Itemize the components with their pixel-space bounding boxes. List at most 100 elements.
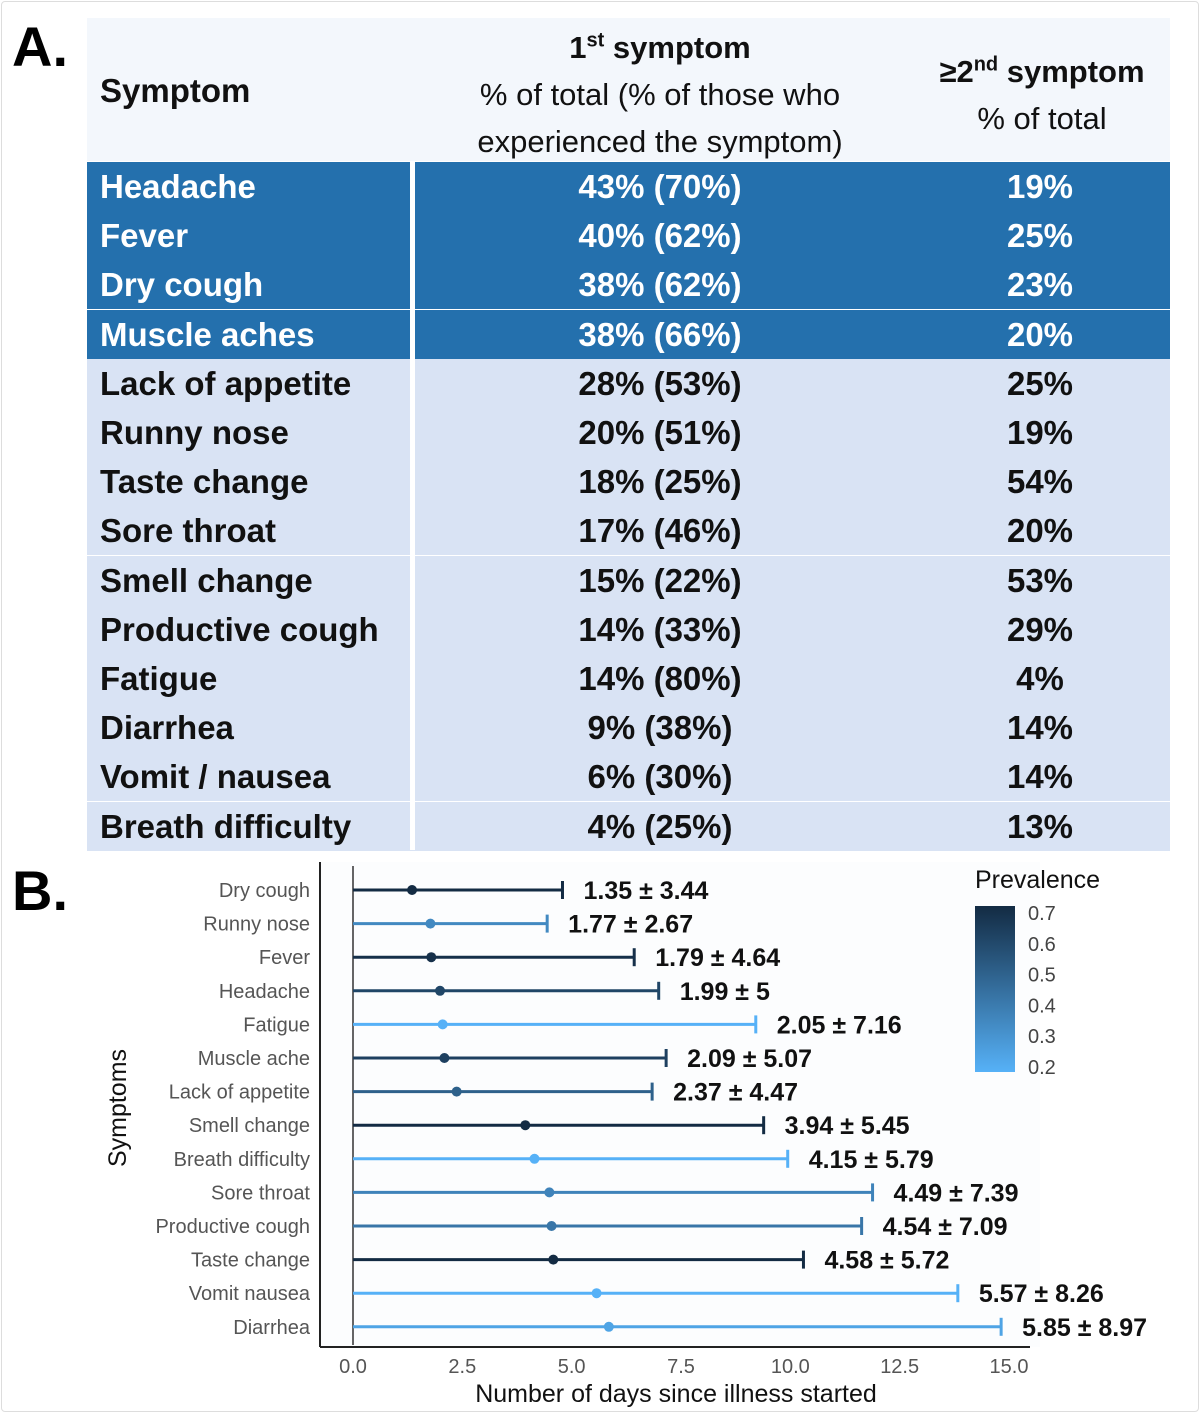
legend-title: Prevalence: [975, 866, 1100, 894]
value-label: 4.54 ± 7.09: [883, 1213, 1008, 1241]
cell-second: 25%: [1006, 217, 1074, 255]
y-tick-label: Breath difficulty: [174, 1149, 310, 1171]
table-row: Smell change 15% (22%) 53%: [87, 555, 1170, 605]
cell-second: 19%: [1006, 168, 1074, 205]
y-tick-label: Taste change: [191, 1250, 310, 1272]
value-label: 5.85 ± 8.97: [1022, 1314, 1147, 1342]
cell-first: 20% (51%): [578, 414, 742, 451]
plot-background: [320, 862, 1040, 1347]
cell-second: 14%: [1006, 709, 1074, 747]
value-label: 2.37 ± 4.47: [673, 1079, 798, 1107]
header-second-pre: ≥2: [939, 54, 974, 90]
y-tick-label: Lack of appetite: [169, 1082, 310, 1104]
table-row: Fever 40% (62%) 25%: [87, 211, 1170, 261]
value-label: 4.49 ± 7.39: [894, 1179, 1019, 1207]
y-tick-label: Runny nose: [203, 914, 310, 936]
x-tick-label: 5.0: [558, 1356, 586, 1378]
y-tick-label: Muscle ache: [198, 1048, 310, 1070]
header-first-rest: symptom: [604, 30, 751, 66]
cell-symptom: Muscle aches: [100, 315, 315, 353]
y-tick-label: Fatigue: [243, 1014, 310, 1036]
cell-first: 40% (62%): [578, 217, 742, 255]
cell-first: 15% (22%): [578, 561, 742, 599]
table-row: Productive cough 14% (33%) 29%: [87, 604, 1170, 654]
value-label: 1.35 ± 3.44: [583, 877, 708, 905]
colorbar-tick-label: 0.3: [1028, 1026, 1056, 1048]
cell-second: 29%: [1006, 610, 1074, 648]
cell-first: 14% (33%): [578, 610, 742, 648]
value-label: 2.05 ± 7.16: [777, 1011, 902, 1039]
colorbar: [975, 906, 1015, 1072]
cell-first: 38% (66%): [578, 315, 742, 353]
table-row: Runny nose 20% (51%) 19%: [87, 408, 1170, 457]
value-label: 1.79 ± 4.64: [655, 944, 780, 972]
cell-symptom: Diarrhea: [100, 709, 234, 747]
cell-first: 14% (80%): [578, 660, 742, 697]
cell-second: 14%: [1006, 758, 1074, 796]
cell-first: 9% (38%): [587, 709, 733, 747]
y-axis-title: Symptoms: [104, 1049, 132, 1167]
mean-point: [426, 952, 437, 963]
cell-symptom: Sore throat: [100, 512, 277, 550]
mean-point: [544, 1187, 555, 1198]
y-tick-label: Dry cough: [219, 880, 310, 902]
header-second-sup: nd: [973, 54, 999, 76]
mean-point: [439, 1053, 450, 1063]
table-row: Vomit / nausea 6% (30%) 14%: [87, 752, 1170, 802]
y-tick-label: Headache: [219, 981, 310, 1003]
cell-first: 43% (70%): [578, 168, 742, 205]
table-row: Breath difficulty 4% (25%) 13%: [87, 801, 1170, 851]
cell-symptom: Taste change: [100, 463, 309, 501]
cell-second: 23%: [1006, 266, 1074, 304]
table-row: Fatigue 14% (80%) 4%: [87, 654, 1170, 703]
table-row: Taste change 18% (25%) 54%: [87, 457, 1170, 507]
column-divider: [410, 162, 415, 850]
mean-point: [435, 985, 446, 996]
mean-point: [437, 1019, 448, 1030]
cell-first: 17% (46%): [578, 512, 742, 550]
value-label: 2.09 ± 5.07: [687, 1045, 812, 1073]
x-axis-title: Number of days since illness started: [475, 1380, 877, 1408]
cell-first: 4% (25%): [587, 807, 733, 845]
header-first-sup: st: [586, 30, 605, 52]
cell-second: 20%: [1006, 315, 1074, 353]
colorbar-tick-label: 0.2: [1028, 1057, 1056, 1079]
x-tick-label: 7.5: [667, 1356, 695, 1378]
header-first-num: 1: [569, 30, 587, 66]
cell-symptom: Fever: [100, 217, 189, 255]
cell-second: 53%: [1006, 561, 1074, 599]
cell-second: 20%: [1006, 512, 1074, 550]
value-label: 5.57 ± 8.26: [979, 1280, 1104, 1308]
panel-b-label: B.: [12, 859, 68, 922]
cell-symptom: Vomit / nausea: [100, 758, 331, 796]
y-tick-label: Fever: [259, 947, 310, 969]
mean-point: [591, 1288, 602, 1299]
header-second-rest: symptom: [998, 54, 1145, 90]
panel-a-label: A.: [12, 15, 68, 78]
mean-point: [451, 1086, 462, 1097]
value-label: 4.15 ± 5.79: [809, 1146, 934, 1174]
mean-point: [407, 885, 418, 895]
cell-symptom: Headache: [100, 168, 256, 205]
x-tick-label: 2.5: [448, 1356, 476, 1378]
value-label: 1.77 ± 2.67: [568, 911, 693, 939]
mean-point: [603, 1321, 614, 1332]
cell-second: 13%: [1006, 807, 1074, 845]
cell-first: 6% (30%): [587, 758, 733, 796]
table-row: Dry cough 38% (62%) 23%: [87, 260, 1170, 310]
table-row: Muscle aches 38% (66%) 20%: [87, 309, 1170, 359]
y-tick-label: Diarrhea: [233, 1317, 311, 1339]
y-tick-label: Smell change: [189, 1115, 310, 1137]
cell-first: 18% (25%): [578, 463, 742, 501]
colorbar-tick-label: 0.5: [1028, 965, 1056, 987]
cell-symptom: Fatigue: [100, 660, 218, 697]
header-first-symptom: 1st symptom % of total (% of those who e…: [415, 18, 905, 165]
colorbar-tick-label: 0.7: [1028, 903, 1056, 925]
table-row: Diarrhea 9% (38%) 14%: [87, 703, 1170, 753]
y-tick-label: Vomit nausea: [189, 1283, 311, 1305]
x-tick-label: 15.0: [990, 1356, 1029, 1378]
header-first-sub2: experienced the symptom): [477, 124, 843, 160]
x-tick-label: 10.0: [771, 1356, 810, 1378]
cell-second: 4%: [1016, 660, 1064, 697]
